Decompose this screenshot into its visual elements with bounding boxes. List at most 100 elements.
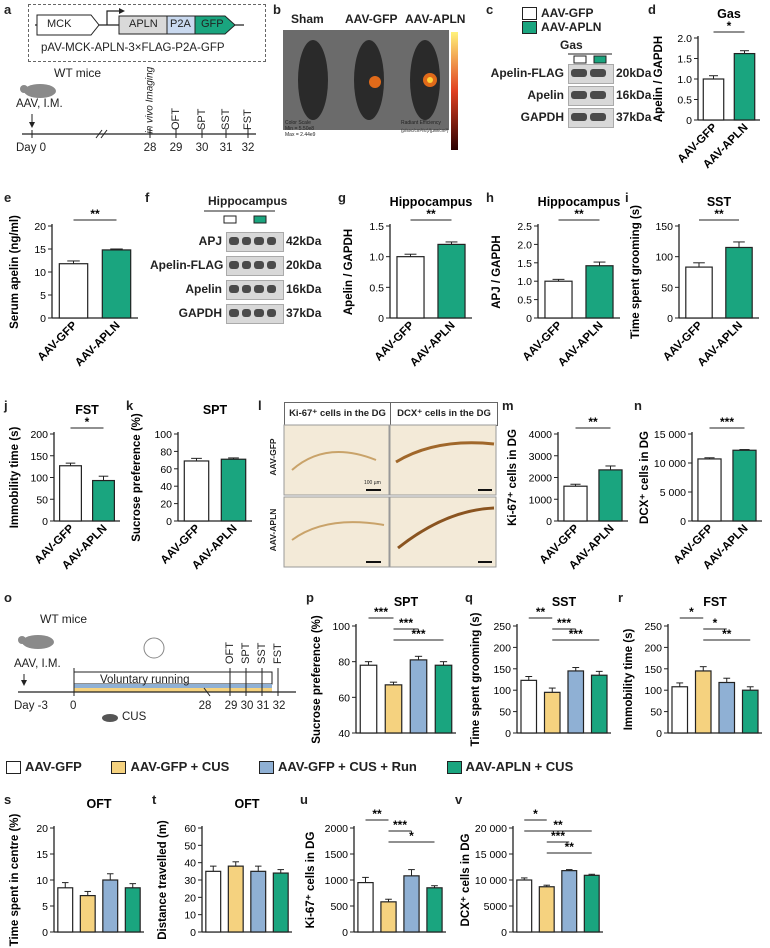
y-tick-label: 1000 [325,875,349,887]
y-tick-label: 0 [546,516,552,528]
construct-apln: APLN [129,18,158,30]
blot-band [241,237,251,245]
y-tick-label: 40 [184,858,196,870]
timeline-o-day: 32 [272,700,286,712]
mouse-icon [24,84,56,98]
panel-a-construct: MCK APLN P2A GFP pAV-MCK-APLN-3×FLAG-P2A… [28,4,266,62]
y-tick-label: 10 000 [654,458,686,470]
y-tick-label: 0 [40,313,46,325]
panel-letter-a: a [4,2,12,17]
y-tick-label: 40 [160,481,172,493]
y-tick-label: 20 [160,499,172,511]
cus-mouse-icon [102,714,118,722]
construct-mck: MCK [47,18,72,30]
y-tick-label: 10 [34,267,46,279]
significance-label: * [85,415,90,429]
blot-kda: 37kDa [616,110,652,124]
y-tick-label: 60 [184,823,196,835]
significance-label: *** [393,818,407,832]
bar [409,659,428,734]
blot-kda: 42kDa [286,234,322,248]
y-tick-label: 150 [493,664,511,676]
imaging-label-gfp: AAV-GFP [345,12,398,26]
ihc-scalebar-label: 100 µm [364,480,381,486]
y-tick-label: 0 [42,516,48,528]
bar [437,243,466,319]
timeline-o-day: 28 [198,700,212,712]
panel-letter-k: k [126,398,134,413]
chart-t-ylabel: Distance travelled (m) [157,820,169,940]
significance-label: * [533,807,538,821]
y-tick-label: 60 [338,692,350,704]
y-tick-label: 50 [36,494,48,506]
y-tick-label: 15 [34,244,46,256]
injection-o: AAV, I.M. [14,658,61,670]
panel-letter-s: s [4,792,12,807]
y-tick-label: 50 [184,840,196,852]
bar [426,887,443,933]
y-tick-label: 0 [378,313,384,325]
blot-band [590,113,606,121]
blot-row-label: GAPDH [520,110,564,124]
y-tick-label: 1.5 [369,221,384,233]
chart-p-title: SPT [394,595,419,609]
panel-b-imaging: Sham AAV-GFP AAV-APLN Color Scale Min = … [283,8,473,158]
x-tick-label: AAV-APLN [556,320,605,369]
timeline-a-test: SST [220,108,232,130]
timeline-o-test: FST [272,643,284,664]
chart-s-title: OFT [87,797,112,811]
chart-h-title: Hippocampus [538,195,621,209]
significance-label: ** [722,627,732,641]
bar [359,664,378,734]
panel-letter-p: p [306,590,314,605]
blot-f-header [204,210,275,224]
y-tick-label: 2000 [529,473,553,485]
legend-item-cus: AAV-GFP + CUS [111,759,229,775]
panel-letter-c: c [486,2,494,17]
y-tick-label: 100 [30,473,48,485]
timeline-a-day: 30 [195,142,209,154]
panel-letter-o: o [4,590,12,605]
timeline-o-day: 31 [256,700,270,712]
significance-label: *** [569,627,583,641]
y-tick-label: 0.5 [677,95,692,107]
blot-band [266,261,276,269]
bar [598,469,623,522]
blot-band [590,91,606,99]
chart-v: DCX⁺ cells in DG 0 5000 10 000 15 000 20 000 *… [460,807,603,939]
y-tick-label: 200 [644,642,662,654]
chart-s-ylabel: Time spent in centre (%) [9,813,21,946]
blot-band [590,69,606,77]
chart-e: Serum apelin (ng/ml) 0 5 10 15 20 AAV-GFPAAV-A… [9,207,138,369]
y-tick-label: 2.5 [517,221,532,233]
y-tick-label: 100 [154,429,172,441]
y-tick-label: 0 [42,927,48,939]
y-tick-label: 20 [34,221,46,233]
bar [583,874,600,933]
panel-a-timeline: WT mice AAV, I.M. Day 0 28 in vivo Imagin… [4,64,266,176]
y-tick-label: 250 [644,621,662,633]
panel-letter-h: h [486,190,494,205]
significance-label: * [409,829,414,843]
legend-item-gfp: AAV-GFP [6,759,82,775]
y-tick-label: 250 [493,621,511,633]
blot-kda: 37kDa [286,306,322,320]
y-tick-label: 3000 [529,451,553,463]
bar [58,263,89,319]
y-tick-label: 0 [667,313,673,325]
y-tick-label: 2000 [325,823,349,835]
bar [516,879,533,933]
legend-swatch-gfp [522,7,537,21]
legend-c-gfp: AAV-GFP [522,6,593,21]
day-start-o: 0 [70,700,77,712]
bar [384,684,403,734]
y-tick-label: 15 000 [654,429,686,441]
blot-row-label: Apelin-FLAG [490,66,564,80]
blot-band [254,261,264,269]
mice-label-o: WT mice [40,612,88,626]
bar [220,458,247,522]
significance-label: ** [536,605,546,619]
